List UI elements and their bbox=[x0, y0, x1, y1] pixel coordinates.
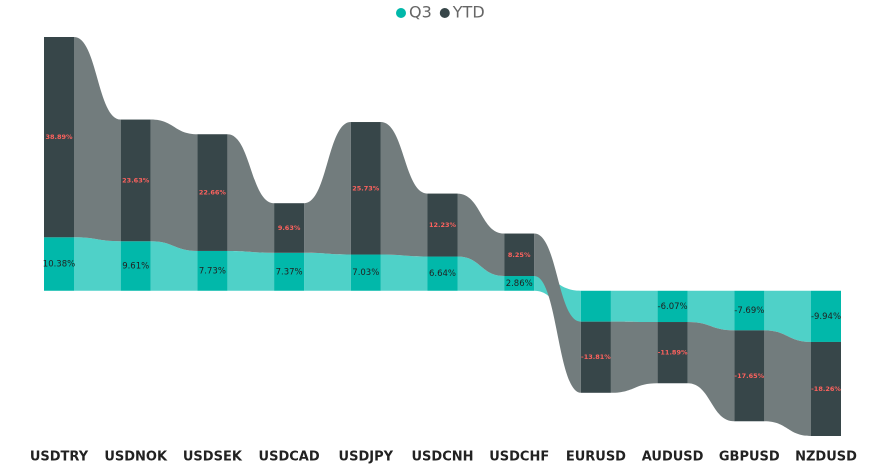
data-label: -17.65% bbox=[734, 372, 764, 380]
bar-segment bbox=[657, 322, 688, 384]
legend-label: YTD bbox=[452, 3, 485, 22]
x-tick-label: AUDUSD bbox=[642, 450, 704, 464]
bar-segment bbox=[427, 193, 458, 257]
ribbon bbox=[150, 241, 198, 291]
bar-segment bbox=[350, 122, 381, 255]
ribbon bbox=[304, 252, 351, 291]
ribbon bbox=[687, 290, 735, 331]
ribbon bbox=[227, 134, 275, 253]
ribbon bbox=[687, 322, 735, 422]
data-label: 7.73% bbox=[199, 266, 226, 276]
x-tick-label: USDCHF bbox=[489, 450, 549, 464]
data-label: 12.23% bbox=[429, 221, 457, 229]
x-tick-label: GBPUSD bbox=[719, 450, 780, 464]
data-label: 7.03% bbox=[352, 268, 379, 278]
ribbon bbox=[74, 237, 121, 291]
bar-segment bbox=[44, 37, 74, 238]
data-label: 9.61% bbox=[122, 262, 149, 272]
bar-segment bbox=[44, 237, 74, 291]
bar-segment bbox=[274, 252, 305, 291]
legend-marker bbox=[396, 8, 406, 18]
legend-marker bbox=[439, 8, 450, 18]
ribbon bbox=[227, 250, 275, 291]
ribbon bbox=[610, 290, 658, 323]
bar-segment bbox=[580, 290, 611, 322]
data-label: 22.66% bbox=[199, 189, 227, 197]
bar-segment bbox=[811, 290, 841, 342]
bar-segment bbox=[197, 134, 228, 251]
ribbon bbox=[764, 330, 811, 436]
x-tick-label: USDNOK bbox=[104, 450, 168, 464]
bar-segment bbox=[734, 330, 765, 422]
data-label: -18.26% bbox=[811, 385, 841, 393]
bar-segment bbox=[120, 119, 151, 242]
data-label: 23.63% bbox=[122, 176, 150, 184]
bar-segment bbox=[350, 254, 381, 291]
bar-segment bbox=[657, 290, 688, 323]
bar-segment bbox=[504, 276, 535, 291]
data-label: -6.07% bbox=[658, 302, 688, 312]
ribbon bbox=[457, 256, 505, 291]
legend-label: Q3 bbox=[409, 3, 432, 22]
data-label: 7.37% bbox=[276, 267, 303, 277]
bar-segment bbox=[120, 241, 151, 291]
x-tick-label: EURUSD bbox=[566, 450, 626, 464]
x-tick-label: USDTRY bbox=[30, 450, 89, 464]
ribbon bbox=[150, 119, 198, 251]
bar-segment bbox=[734, 290, 765, 331]
ribbon bbox=[380, 254, 428, 291]
ribbon bbox=[534, 233, 581, 393]
legend: Q3 YTD bbox=[396, 3, 485, 22]
bar-segment bbox=[427, 256, 458, 291]
bar-segment bbox=[580, 321, 611, 393]
ribbon bbox=[380, 122, 428, 257]
data-label: -9.94% bbox=[811, 312, 841, 322]
data-label: 38.89% bbox=[45, 133, 73, 141]
x-tick-label: USDJPY bbox=[339, 450, 394, 464]
data-label: -11.89% bbox=[658, 349, 688, 357]
bar-segment bbox=[504, 233, 535, 277]
ribbon bbox=[457, 193, 505, 277]
bar-segment bbox=[811, 341, 841, 436]
data-label: 2.86% bbox=[506, 279, 533, 289]
ribbon bbox=[74, 37, 121, 242]
ribbon bbox=[764, 290, 811, 342]
bar-segment bbox=[274, 203, 305, 253]
data-label: 9.63% bbox=[278, 224, 301, 232]
data-label: 8.25% bbox=[508, 251, 531, 259]
x-tick-label: NZDUSD bbox=[795, 450, 857, 464]
data-label: 6.64% bbox=[429, 269, 456, 279]
data-label: 25.73% bbox=[352, 184, 380, 192]
ribbon bbox=[304, 122, 351, 255]
ribbon bbox=[610, 321, 658, 393]
x-tick-label: USDCAD bbox=[259, 450, 320, 464]
x-tick-label: USDCNH bbox=[411, 450, 473, 464]
data-label: -13.81% bbox=[581, 353, 611, 361]
data-label: 10.38% bbox=[43, 260, 75, 270]
data-label: -7.69% bbox=[734, 306, 764, 316]
bar-segment bbox=[197, 250, 228, 291]
x-tick-label: USDSEK bbox=[183, 450, 243, 464]
